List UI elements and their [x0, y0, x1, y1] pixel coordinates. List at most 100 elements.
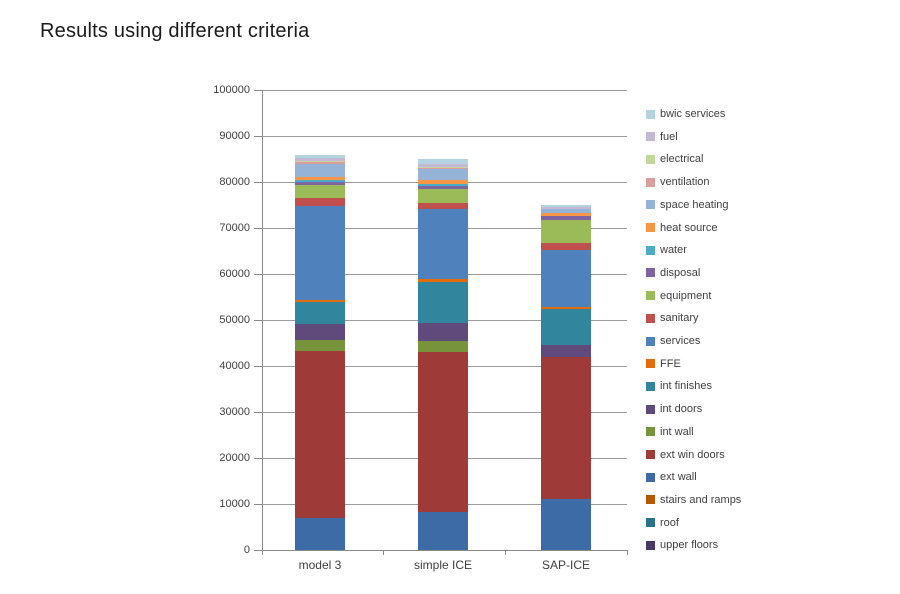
- legend-swatch-int-wall: [646, 427, 655, 437]
- bar-segment-simple-ice-int-wall: [418, 340, 468, 352]
- bar-segment-model-3-bwic-services: [295, 154, 345, 159]
- bar-segment-model-3-int-wall: [295, 339, 345, 351]
- x-category-label-model-3: model 3: [298, 558, 342, 572]
- legend-item-electrical: electrical: [646, 148, 703, 170]
- y-tick-label-30000: 30000: [219, 406, 250, 418]
- bar-segment-sap-ice-ffe: [541, 306, 591, 310]
- legend-swatch-equipment: [646, 291, 655, 301]
- legend-item-ext-wall: ext wall: [646, 466, 697, 488]
- legend-swatch-fuel: [646, 132, 655, 142]
- gridline-90000: [262, 135, 627, 137]
- legend-label-electrical: electrical: [660, 153, 704, 166]
- legend-swatch-electrical: [646, 154, 655, 164]
- bar-segment-sap-ice-disposal: [541, 216, 591, 220]
- legend-label-ffe: FFE: [660, 357, 681, 370]
- legend-item-sanitary: sanitary: [646, 307, 699, 329]
- legend-label-heat-source: heat source: [660, 221, 718, 234]
- legend-swatch-heat-source: [646, 223, 655, 232]
- legend-swatch-services: [646, 336, 655, 346]
- bar-segment-model-3-ext-win-doors: [295, 350, 345, 518]
- bar-segment-sap-ice-int-doors: [541, 345, 591, 357]
- legend-label-disposal: disposal: [660, 266, 701, 279]
- bar-segment-simple-ice-bwic-services: [418, 159, 468, 165]
- bar-segment-simple-ice-water: [418, 184, 468, 187]
- bar-segment-model-3-services: [295, 205, 345, 300]
- legend-swatch-ventilation: [646, 177, 655, 187]
- y-tick-mark-60000: [254, 273, 262, 275]
- legend-label-ext-wall: ext wall: [660, 471, 697, 484]
- chart-title: Results using different criteria: [40, 20, 310, 42]
- bar-segment-sap-ice-sanitary: [541, 243, 591, 251]
- bar-segment-model-3-int-finishes: [295, 301, 345, 325]
- x-tick-mark-1: [383, 550, 385, 555]
- legend-label-sanitary: sanitary: [660, 312, 699, 325]
- bar-segment-model-3-space-heating: [295, 164, 345, 177]
- legend-swatch-water: [646, 245, 655, 255]
- bar-segment-sap-ice-ext-win-doors: [541, 356, 591, 500]
- bar-segment-model-3-equipment: [295, 185, 345, 198]
- bar-segment-model-3-electrical: [295, 161, 345, 162]
- legend-swatch-ext-win-doors: [646, 450, 655, 459]
- y-tick-mark-100000: [254, 89, 262, 91]
- bar-segment-sap-ice-heat-source: [541, 213, 591, 217]
- y-tick-label-0: 0: [243, 544, 250, 556]
- legend-item-disposal: disposal: [646, 262, 700, 284]
- bar-segment-model-3-ventilation: [295, 162, 345, 165]
- bar-segment-model-3-ext-wall: [295, 517, 345, 550]
- y-tick-label-100000: 100000: [213, 84, 250, 96]
- legend-item-services: services: [646, 330, 700, 352]
- bar-segment-simple-ice-electrical: [418, 167, 468, 168]
- bar-segment-simple-ice-sanitary: [418, 202, 468, 209]
- x-category-label-simple-ice: simple ICE: [413, 558, 472, 572]
- legend-item-heat-source: heat source: [646, 217, 717, 239]
- y-tick-mark-40000: [254, 365, 262, 367]
- x-tick-mark-3: [626, 550, 628, 555]
- legend-swatch-disposal: [646, 268, 655, 278]
- legend-label-int-wall: int wall: [660, 425, 694, 438]
- legend-label-ext-win-doors: ext win doors: [660, 448, 725, 461]
- x-axis-line: [262, 550, 628, 551]
- legend-item-fuel: fuel: [646, 126, 678, 148]
- y-tick-label-80000: 80000: [219, 176, 250, 188]
- legend-label-upper-floors: upper floors: [660, 539, 719, 552]
- legend-label-bwic-services: bwic services: [660, 108, 726, 120]
- y-tick-mark-50000: [254, 319, 262, 321]
- legend-label-equipment: equipment: [660, 289, 712, 302]
- plot-area: [262, 89, 627, 550]
- legend-item-ext-win-doors: ext win doors: [646, 444, 725, 466]
- legend-item-ffe: FFE: [646, 353, 681, 375]
- y-tick-label-10000: 10000: [219, 498, 250, 510]
- legend-item-equipment: equipment: [646, 285, 711, 307]
- legend-item-int-finishes: int finishes: [646, 375, 712, 397]
- legend-swatch-ffe: [646, 359, 655, 369]
- gridline-100000: [262, 89, 627, 91]
- bar-segment-simple-ice-disposal: [418, 186, 468, 190]
- bar-segment-simple-ice-ext-wall: [418, 511, 468, 550]
- legend-label-water: water: [660, 244, 687, 257]
- y-tick-label-90000: 90000: [219, 130, 250, 142]
- y-tick-mark-10000: [254, 503, 262, 505]
- bar-segment-simple-ice-ventilation: [418, 167, 468, 170]
- legend-label-fuel: fuel: [660, 130, 678, 143]
- y-tick-label-50000: 50000: [219, 314, 250, 326]
- bar-segment-simple-ice-ext-win-doors: [418, 351, 468, 512]
- bar-segment-simple-ice-equipment: [418, 189, 468, 203]
- legend-swatch-int-doors: [646, 404, 655, 414]
- legend-item-bwic-services: bwic services: [646, 103, 725, 125]
- bar-segment-model-3-sanitary: [295, 197, 345, 206]
- legend-swatch-bwic-services: [646, 109, 655, 119]
- legend-swatch-ext-wall: [646, 472, 655, 482]
- legend-label-space-heating: space heating: [660, 198, 729, 211]
- bar-segment-model-3-heat-source: [295, 176, 345, 180]
- bar-model-3: [295, 90, 345, 550]
- bar-simple-ice: [418, 90, 468, 550]
- y-tick-mark-70000: [254, 227, 262, 229]
- legend-item-int-doors: int doors: [646, 398, 702, 420]
- y-tick-mark-0: [254, 549, 262, 551]
- bar-segment-sap-ice-equipment: [541, 219, 591, 244]
- legend-item-upper-floors: upper floors: [646, 534, 718, 556]
- legend-item-stairs-and-ramps: stairs and ramps: [646, 489, 741, 511]
- y-axis-line: [262, 90, 263, 551]
- bar-segment-sap-ice-services: [541, 250, 591, 307]
- bar-segment-sap-ice-fuel: [541, 206, 591, 209]
